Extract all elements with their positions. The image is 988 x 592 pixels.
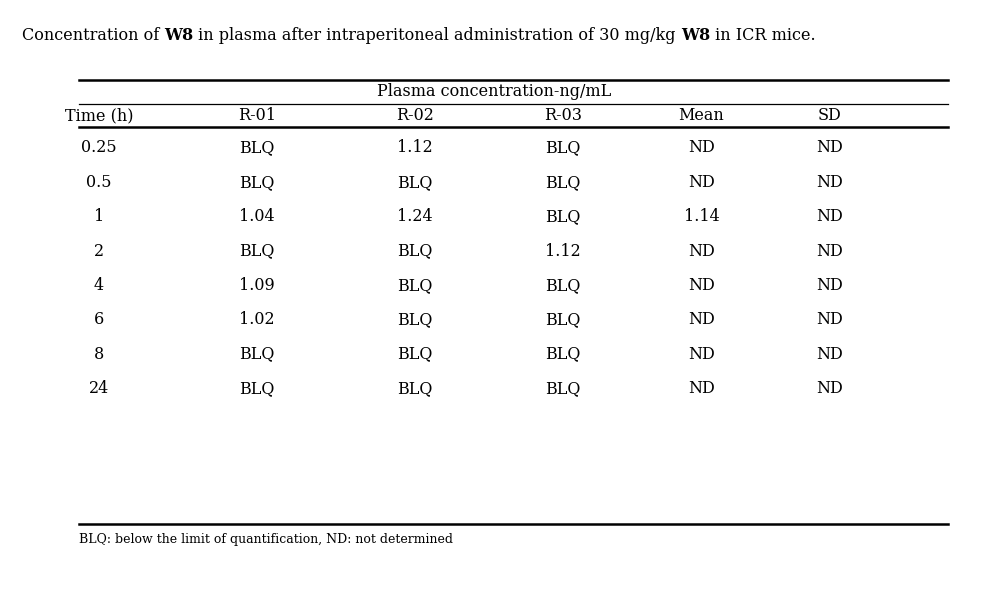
Text: 4: 4 [94,277,104,294]
Text: 6: 6 [94,311,104,328]
Text: ND: ND [816,277,844,294]
Text: BLQ: BLQ [545,346,581,362]
Text: ND: ND [688,346,715,362]
Text: ND: ND [816,208,844,225]
Text: BLQ: BLQ [545,174,581,191]
Text: 1.14: 1.14 [684,208,719,225]
Text: BLQ: BLQ [545,380,581,397]
Text: 0.25: 0.25 [81,140,117,156]
Text: 24: 24 [89,380,109,397]
Text: R-03: R-03 [544,107,582,124]
Text: 8: 8 [94,346,104,362]
Text: BLQ: BLQ [397,277,433,294]
Text: in plasma after intraperitoneal administration of 30 mg/kg: in plasma after intraperitoneal administ… [194,27,681,44]
Text: BLQ: BLQ [397,174,433,191]
Text: BLQ: BLQ [545,277,581,294]
Text: BLQ: BLQ [397,243,433,259]
Text: Concentration of: Concentration of [22,27,164,44]
Text: W8: W8 [681,27,710,44]
Text: ND: ND [816,243,844,259]
Text: ND: ND [816,174,844,191]
Text: ND: ND [816,346,844,362]
Text: R-02: R-02 [396,107,434,124]
Text: in ICR mice.: in ICR mice. [710,27,816,44]
Text: 1.12: 1.12 [545,243,581,259]
Text: 1.02: 1.02 [239,311,275,328]
Text: ND: ND [688,311,715,328]
Text: ND: ND [688,380,715,397]
Text: BLQ: BLQ [239,380,275,397]
Text: BLQ: BLQ [239,174,275,191]
Text: 1.04: 1.04 [239,208,275,225]
Text: Plasma concentration-ng/mL: Plasma concentration-ng/mL [376,83,612,100]
Text: ND: ND [688,243,715,259]
Text: BLQ: BLQ [239,243,275,259]
Text: BLQ: BLQ [239,346,275,362]
Text: Time (h): Time (h) [64,107,133,124]
Text: ND: ND [816,140,844,156]
Text: BLQ: BLQ [545,140,581,156]
Text: BLQ: BLQ [545,208,581,225]
Text: BLQ: BLQ [397,380,433,397]
Text: BLQ: BLQ [239,140,275,156]
Text: 1.24: 1.24 [397,208,433,225]
Text: BLQ: BLQ [397,311,433,328]
Text: 1.12: 1.12 [397,140,433,156]
Text: ND: ND [688,140,715,156]
Text: ND: ND [688,174,715,191]
Text: BLQ: BLQ [545,311,581,328]
Text: 0.5: 0.5 [86,174,112,191]
Text: BLQ: BLQ [397,346,433,362]
Text: 2: 2 [94,243,104,259]
Text: BLQ: below the limit of quantification, ND: not determined: BLQ: below the limit of quantification, … [79,533,453,546]
Text: R-01: R-01 [238,107,276,124]
Text: 1.09: 1.09 [239,277,275,294]
Text: 1: 1 [94,208,104,225]
Text: Mean: Mean [679,107,724,124]
Text: ND: ND [688,277,715,294]
Text: W8: W8 [164,27,194,44]
Text: ND: ND [816,380,844,397]
Text: SD: SD [818,107,842,124]
Text: ND: ND [816,311,844,328]
